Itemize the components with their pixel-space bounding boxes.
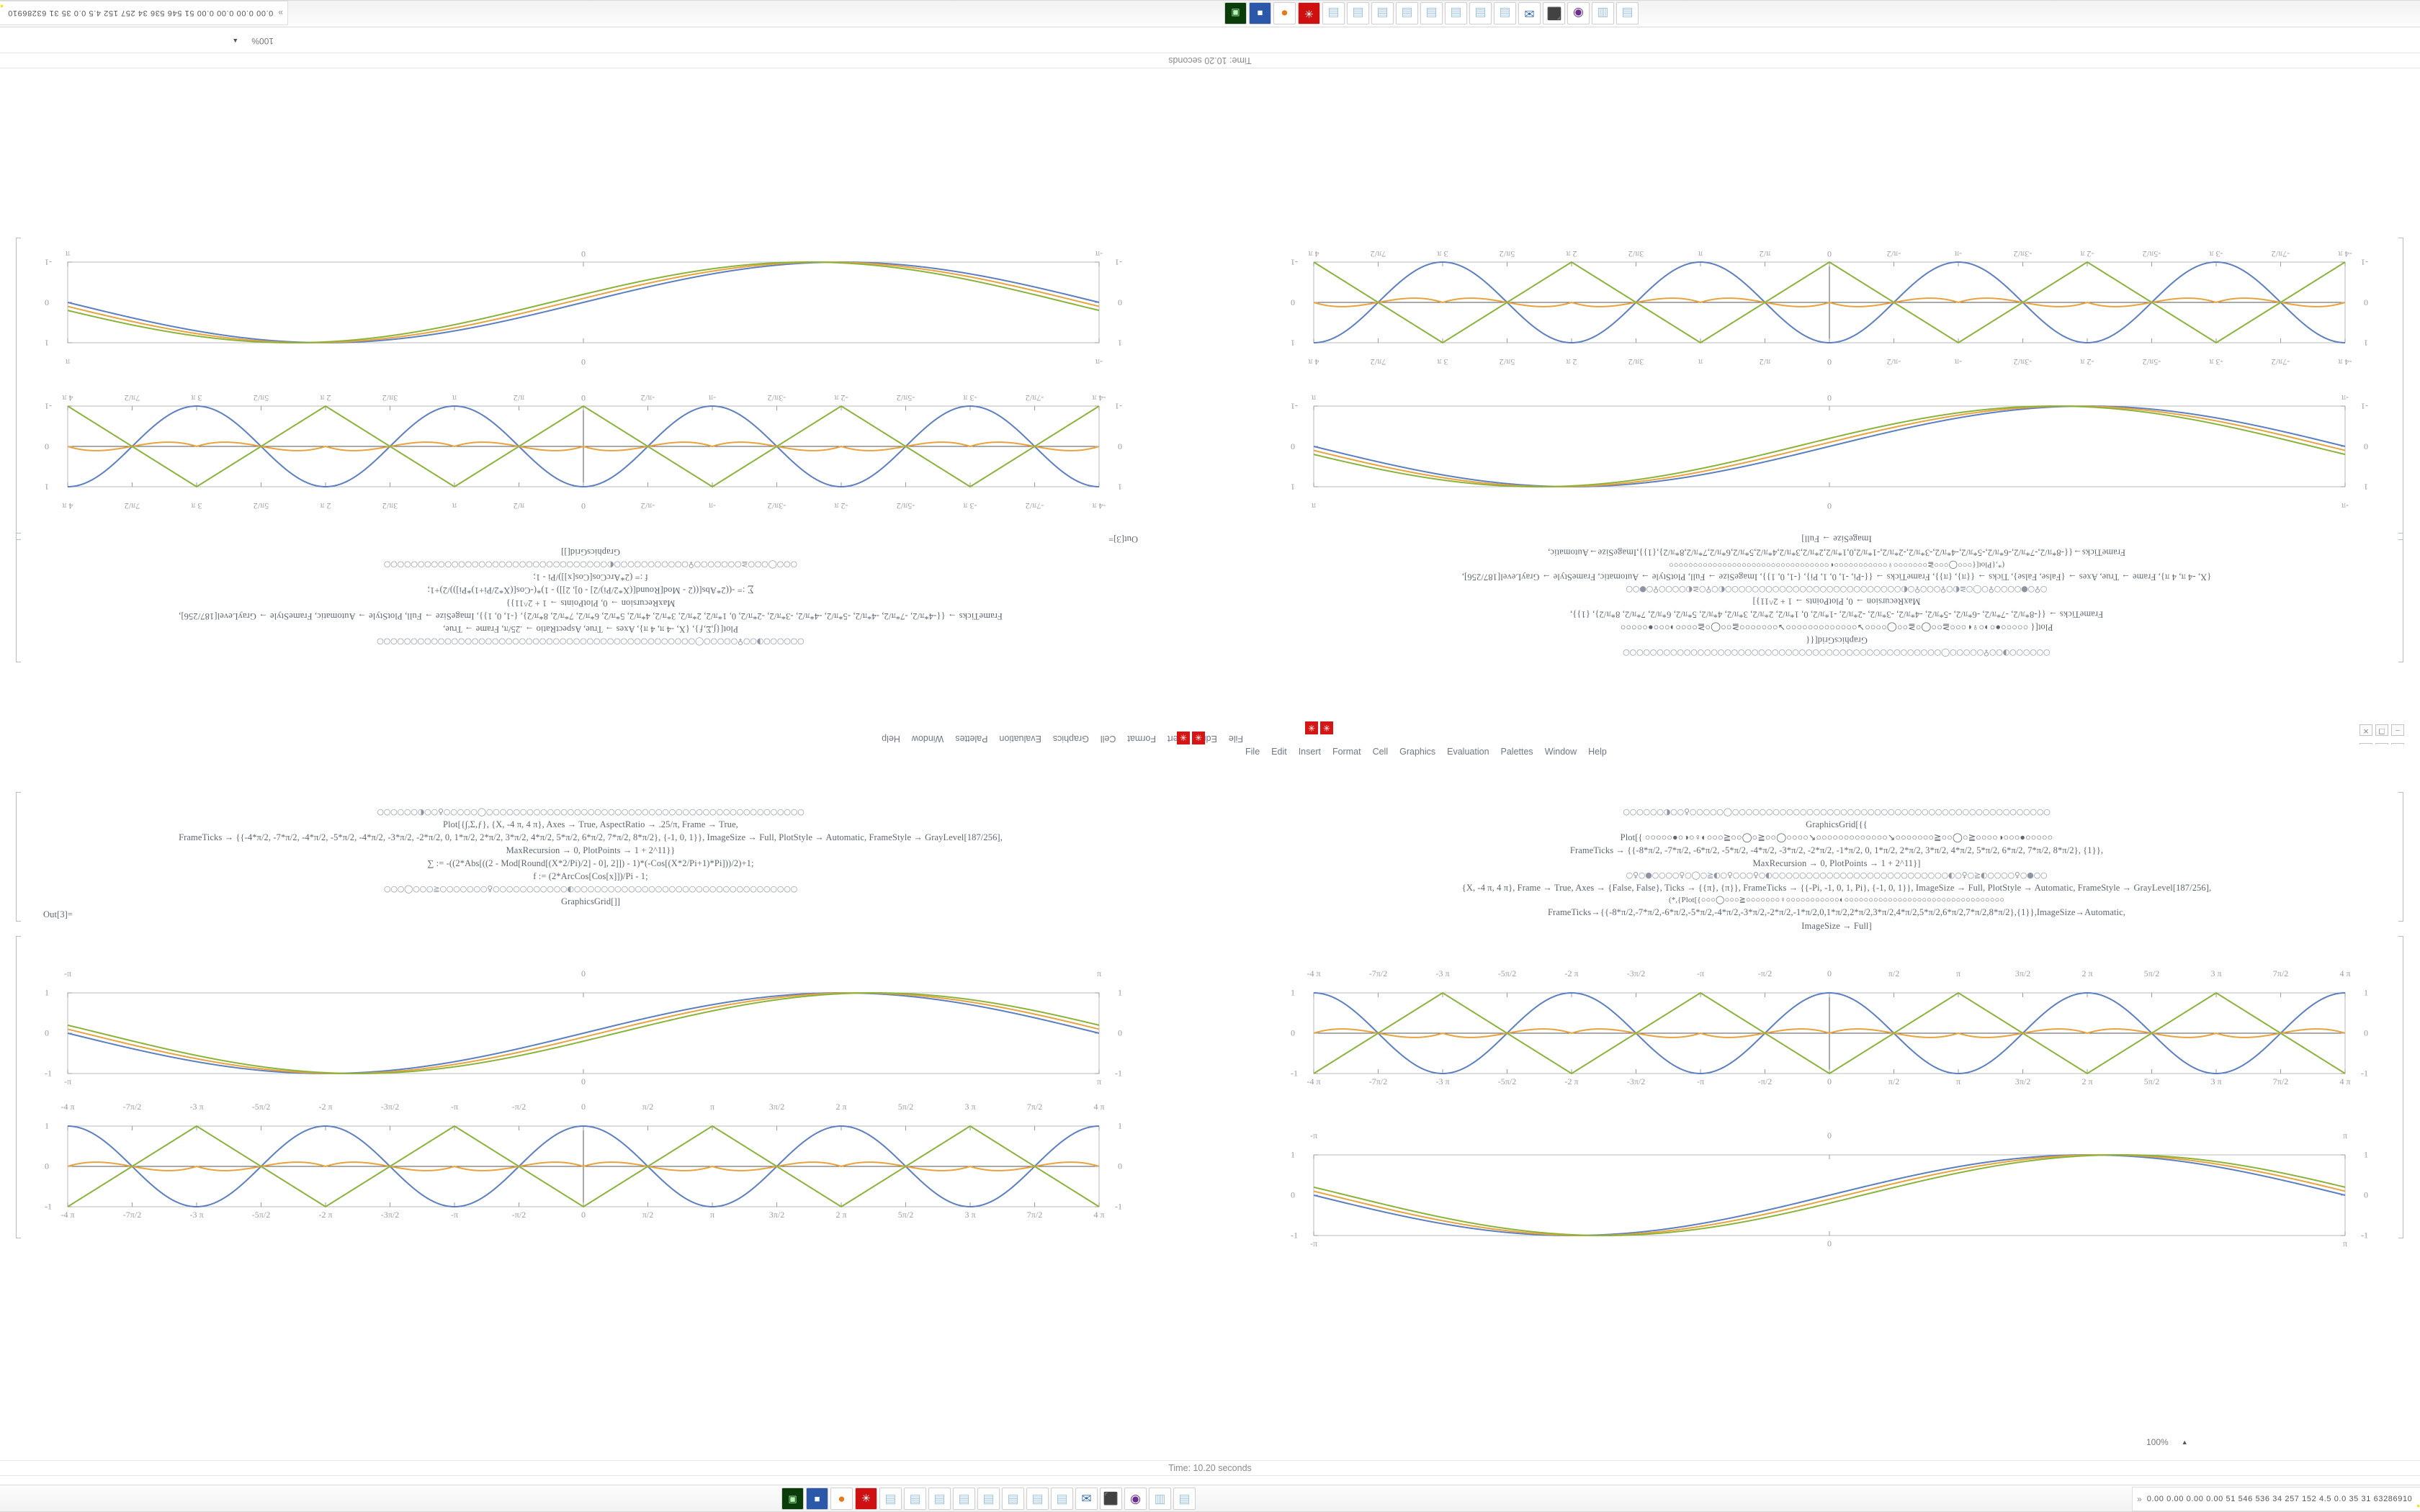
code-frameticks: FrameTicks → {{-4*π/2, -7*π/2, -4*π/2, -… bbox=[179, 611, 1003, 621]
menu-item-evaluation[interactable]: Evaluation bbox=[1447, 747, 1489, 757]
document-icon[interactable]: ▤ bbox=[1026, 1488, 1049, 1510]
cell-bracket[interactable] bbox=[16, 238, 21, 540]
code-frameticks: FrameTicks → {{-4*π/2, -7*π/2, -4*π/2, -… bbox=[179, 832, 1003, 843]
document-icon[interactable]: ▤ bbox=[928, 1488, 951, 1510]
code-imagesize: ImageSize → Full] bbox=[1801, 534, 1872, 545]
code-graphicsgrid: GraphicsGrid[{{ bbox=[1806, 635, 1868, 646]
expression-glyphs: ○○○○○○◑○○♀○○○○○◯○○○○○○○○○○○○○○○○○○○○○○○○… bbox=[377, 807, 805, 816]
cell-bracket[interactable] bbox=[2398, 533, 2403, 662]
expression-glyphs: ○○○○○○◑○○♀○○○○○◯○○○○○○○○○○○○○○○○○○○○○○○○… bbox=[377, 636, 805, 647]
menu-item-file[interactable]: File bbox=[1245, 747, 1260, 757]
code-frameticks-auto: FrameTicks→{{-8*π/2,-7*π/2,-6*π/2,-5*π/2… bbox=[1548, 547, 2125, 558]
code-maxrecursion: MaxRecursion → 0, PlotPoints → 1 + 2^11}… bbox=[1752, 858, 1921, 869]
code-imagesize: ImageSize → Full] bbox=[1801, 920, 1872, 931]
expression-glyphs: ○○○○○○◑○○♀○○○○○◯○○○○○○○○○○○○○○○○○○○○○○○○… bbox=[1623, 807, 2051, 816]
menu-item-graphics[interactable]: Graphics bbox=[1399, 747, 1436, 757]
sparkline-graph bbox=[2417, 1491, 2420, 1507]
terminal-icon[interactable]: ▣ bbox=[781, 1488, 804, 1510]
code-plot-open: Plot[{ ○○○○○●○◑○♀◐○○○≧○○◯○≧○○◯○○○○↘○○○○○… bbox=[1620, 622, 2053, 633]
zoom-level-label: 100% bbox=[2146, 1437, 2169, 1447]
media-player-icon[interactable]: ◉ bbox=[1124, 1488, 1147, 1510]
document-icon[interactable]: ▤ bbox=[1173, 1488, 1196, 1510]
document-icon[interactable]: ▤ bbox=[953, 1488, 975, 1510]
code-graphicsgrid: GraphicsGrid[{{ bbox=[1806, 819, 1868, 829]
toolbar-spikey-icons[interactable]: ✳ ✳ bbox=[1177, 732, 1205, 744]
output-label: Out[3]= bbox=[43, 909, 73, 919]
code-abs-definition: ∑ := -((2*Abs[((2 - Mod[Round[(X*2/Pi)/2… bbox=[427, 585, 754, 595]
code-arccos-definition: f := (2*ArcCos[Cos[x]])/Pi - 1; bbox=[533, 871, 648, 882]
code-block[interactable]: ○○○○○○◑○○♀○○○○○◯○○○○○○○○○○○○○○○○○○○○○○○○… bbox=[43, 806, 1138, 921]
code-plot-options: {X, -4 π, 4 π}, Frame → True, Axes → {Fa… bbox=[1461, 883, 2212, 894]
folder-icon[interactable]: ⬛ bbox=[1100, 1488, 1122, 1510]
cell-bracket[interactable] bbox=[2398, 792, 2403, 922]
code-arccos-definition: f := (2*ArcCos[Cos[x]])/Pi - 1; bbox=[533, 572, 648, 582]
code-block[interactable]: ○○○○○○◑○○♀○○○○○◯○○○○○○○○○○○○○○○○○○○○○○○○… bbox=[1289, 806, 2384, 932]
cell-bracket[interactable] bbox=[16, 533, 21, 662]
code-graphicsgrid-close: GraphicsGrid[]] bbox=[560, 896, 621, 906]
code-block[interactable]: ○○○○○○◑○○♀○○○○○◯○○○○○○○○○○○○○○○○○○○○○○○○… bbox=[1289, 533, 2384, 659]
menu-item-window[interactable]: Window bbox=[1544, 747, 1577, 757]
code-plot-options: {X, -4 π, 4 π}, Frame → True, Axes → {Fa… bbox=[1461, 572, 2212, 582]
expression-glyphs: ○♀○●○○○○♀○◯○≧◐○♀○○○♀○◐○○○○○○○○○○○○○○○○○○… bbox=[1626, 870, 2048, 881]
window-icon[interactable]: ▥ bbox=[1149, 1488, 1171, 1510]
menu-item-insert[interactable]: Insert bbox=[1298, 747, 1321, 757]
status-bar: Time: 10.20 seconds bbox=[0, 1460, 2420, 1476]
document-icon[interactable]: ▤ bbox=[1051, 1488, 1073, 1510]
sparkline-bar bbox=[2417, 1505, 2420, 1507]
firefox-icon[interactable]: ● bbox=[830, 1488, 853, 1510]
code-abs-definition: ∑ := -((2*Abs[((2 - Mod[Round[(X*2/Pi)/2… bbox=[427, 858, 754, 869]
document-icon[interactable]: ▤ bbox=[904, 1488, 926, 1510]
document-icon[interactable]: ▤ bbox=[977, 1488, 1000, 1510]
cell-bracket[interactable] bbox=[2398, 936, 2403, 1238]
code-plot: Plot[{∫,Σ,ƒ}, {X, -4 π, 4 π}, Axes → Tru… bbox=[443, 819, 738, 829]
system-monitor-widget[interactable]: » 0.00 0.00 0.00 0.00 51 546 536 34 257 … bbox=[2132, 1487, 2420, 1511]
save-icon[interactable]: ■ bbox=[806, 1488, 828, 1510]
zoom-control[interactable]: 100% ▲ bbox=[2146, 1433, 2188, 1452]
expression-glyphs: ○○○◯○○○≧○○○○○○○♀○○○○○○○○○○○◐○○○○○○○○○○○○… bbox=[383, 883, 798, 894]
code-frameticks: FrameTicks → {{-8*π/2, -7*π/2, -6*π/2, -… bbox=[1569, 845, 2104, 856]
expression-glyphs: ○○○◯○○○≧○○○○○○○♀○○○○○○○○○○○◐○○○○○○○○○○○○… bbox=[383, 560, 798, 570]
status-text: Time: 10.20 seconds bbox=[1168, 1463, 1252, 1473]
caret-up-icon[interactable]: ▲ bbox=[2181, 1439, 2188, 1446]
menu-bar[interactable]: File Edit Insert Format Cell Graphics Evaluati… bbox=[1238, 744, 2410, 759]
code-block[interactable]: ○○○○○○◑○○♀○○○○○◯○○○○○○○○○○○○○○○○○○○○○○○○… bbox=[43, 533, 1138, 647]
mathematica-icon[interactable]: ✳ bbox=[855, 1488, 877, 1510]
output-label: Out[3]= bbox=[1108, 534, 1138, 545]
expression-glyphs: ○○○○○○◑○○♀○○○○○◯○○○○○○○○○○○○○○○○○○○○○○○○… bbox=[1623, 648, 2051, 658]
expression-glyphs: ○♀○●○○○○♀○◯○≧◐○♀○○○♀○◐○○○○○○○○○○○○○○○○○○… bbox=[1626, 585, 2048, 595]
chevron-up-icon[interactable]: » bbox=[2137, 1494, 2142, 1504]
code-comment: (*,{Plot[{○○○◯○○○≧○○○○○○○♀○○○○○○○○○○○◐○○… bbox=[1668, 895, 2005, 904]
cell-bracket[interactable] bbox=[16, 792, 21, 922]
mathematica-spikey-icon[interactable]: ✳ bbox=[1177, 732, 1190, 744]
cell-bracket[interactable] bbox=[2398, 238, 2403, 540]
document-icon[interactable]: ▤ bbox=[1002, 1488, 1024, 1510]
taskbar-icon-strip[interactable]: ▣ ■ ● ✳ ▤ ▤ ▤ ▤ ▤ ▤ ▤ ▤ ✉ ⬛ ◉ ▥ ▤ bbox=[781, 1488, 1196, 1511]
code-plot: Plot[{∫,Σ,ƒ}, {X, -4 π, 4 π}, Axes → Tru… bbox=[443, 624, 738, 634]
menu-item-help[interactable]: Help bbox=[1588, 747, 1607, 757]
system-monitor-values: 0.00 0.00 0.00 0.00 51 546 536 34 257 15… bbox=[2146, 1495, 2413, 1503]
menu-item-edit[interactable]: Edit bbox=[1271, 747, 1287, 757]
code-maxrecursion: MaxRecursion → 0, PlotPoints → 1 + 2^11}… bbox=[506, 845, 676, 856]
code-comment: (*,{Plot[{○○○◯○○○≧○○○○○○○♀○○○○○○○○○○○◐○○… bbox=[1668, 561, 2005, 570]
notebook-window: –❐✕ ✳✳ FileEditInsertFormatCellGraphicsE… bbox=[10, 732, 2410, 1444]
mail-icon[interactable]: ✉ bbox=[1075, 1488, 1098, 1510]
cell-bracket[interactable] bbox=[16, 936, 21, 1238]
code-graphicsgrid-close: GraphicsGrid[]] bbox=[560, 547, 621, 558]
desktop-bottom: –❐✕ ✳✳ FileEditInsertFormatCellGraphicsE… bbox=[0, 732, 2420, 1512]
code-plot-open: Plot[{ ○○○○○●○◑○♀◐○○○≧○○◯○≧○○◯○○○○↘○○○○○… bbox=[1620, 832, 2053, 843]
code-frameticks-auto: FrameTicks→{{-8*π/2,-7*π/2,-6*π/2,-5*π/2… bbox=[1548, 907, 2125, 918]
document-icon[interactable]: ▤ bbox=[879, 1488, 902, 1510]
code-maxrecursion: MaxRecursion → 0, PlotPoints → 1 + 2^11}… bbox=[506, 598, 676, 608]
code-maxrecursion: MaxRecursion → 0, PlotPoints → 1 + 2^11}… bbox=[1752, 596, 1921, 607]
code-frameticks: FrameTicks → {{-8*π/2, -7*π/2, -6*π/2, -… bbox=[1569, 609, 2104, 620]
menu-item-palettes[interactable]: Palettes bbox=[1500, 747, 1533, 757]
menu-item-cell[interactable]: Cell bbox=[1372, 747, 1389, 757]
menu-item-format[interactable]: Format bbox=[1332, 747, 1361, 757]
mathematica-spikey-icon[interactable]: ✳ bbox=[1192, 732, 1205, 744]
